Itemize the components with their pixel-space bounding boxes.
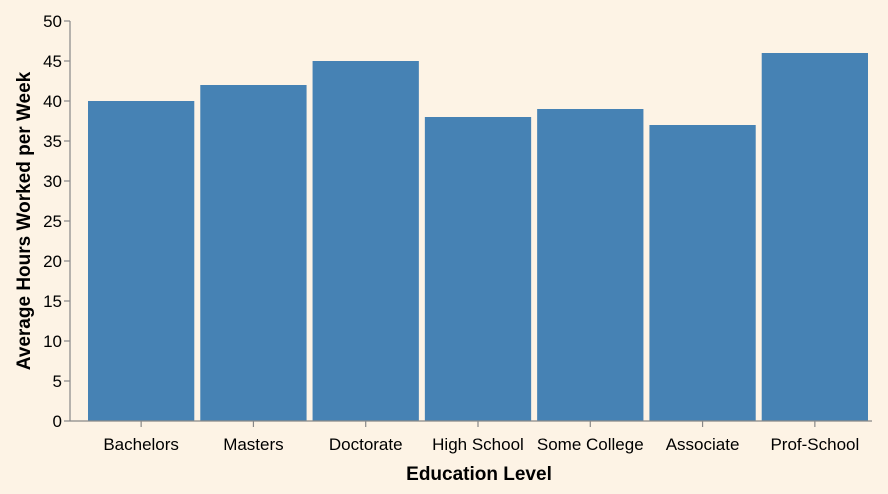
bar-bachelors <box>88 101 195 421</box>
x-tick-label: Doctorate <box>329 435 403 454</box>
x-tick-label: Masters <box>223 435 283 454</box>
x-tick-label: Prof-School <box>770 435 859 454</box>
y-tick-label: 20 <box>43 252 62 271</box>
bar-doctorate <box>312 61 419 421</box>
y-tick-label: 25 <box>43 212 62 231</box>
bar-high-school <box>424 117 532 421</box>
y-axis: 0 5 10 15 20 25 30 35 40 45 50 <box>43 12 71 431</box>
y-tick-label: 40 <box>43 92 62 111</box>
y-tick-label: 45 <box>43 52 62 71</box>
y-tick-label: 0 <box>53 412 62 431</box>
y-axis-title: Average Hours Worked per Week <box>14 71 35 370</box>
bar-prof-school <box>761 53 868 421</box>
bar-masters <box>200 85 307 421</box>
y-tick-label: 10 <box>43 332 62 351</box>
x-tick-label: Some College <box>537 435 644 454</box>
x-axis-title: Education Level <box>406 464 552 485</box>
x-tick-label: Bachelors <box>103 435 179 454</box>
x-axis: Bachelors Masters Doctorate High School Some… <box>70 420 872 454</box>
y-tick-label: 35 <box>43 132 62 151</box>
bar-associate <box>649 125 756 421</box>
y-tick-label: 5 <box>53 372 62 391</box>
y-tick-label: 30 <box>43 172 62 191</box>
bar-some-college <box>537 109 644 421</box>
y-tick-label: 15 <box>43 292 62 311</box>
y-tick-label: 50 <box>43 12 62 31</box>
bars-group <box>88 53 868 421</box>
x-tick-label: Associate <box>666 435 740 454</box>
x-tick-label: High School <box>432 435 524 454</box>
